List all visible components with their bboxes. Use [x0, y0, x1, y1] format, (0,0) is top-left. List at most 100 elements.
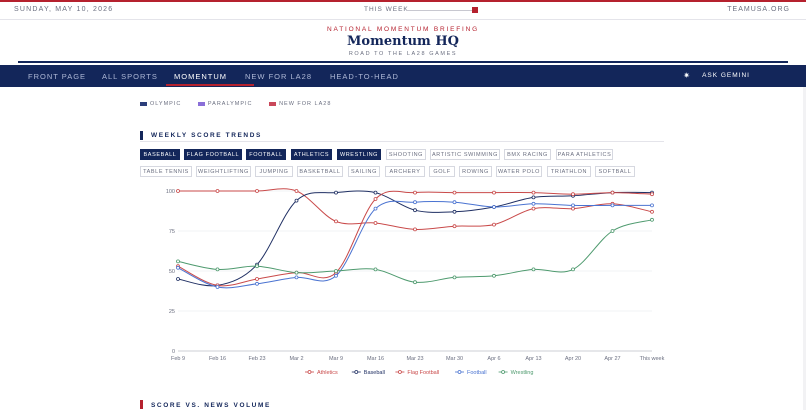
- data-point-athletics: [294, 189, 299, 193]
- chip-flag-football[interactable]: FLAG FOOTBALL: [184, 149, 242, 160]
- data-point-flag-football: [531, 190, 536, 195]
- x-tick-label: This week: [640, 356, 665, 362]
- legend-marker-wrestling: [501, 370, 506, 374]
- data-point-athletics: [492, 222, 496, 227]
- chip-baseball[interactable]: BASEBALL: [140, 149, 180, 160]
- section-title: WEEKLY SCORE TRENDS: [151, 132, 262, 139]
- chip-water-polo[interactable]: WATER POLO: [496, 166, 542, 177]
- data-point-flag-football: [413, 190, 417, 195]
- chip-archery[interactable]: ARCHERY: [385, 166, 425, 177]
- chip-triathlon[interactable]: TRIATHLON: [547, 166, 591, 177]
- chip-artistic-swimming[interactable]: ARTISTIC SWIMMING: [430, 149, 500, 160]
- data-point-wrestling: [255, 264, 259, 269]
- section-marker: [140, 131, 143, 140]
- paralympic-swatch: [197, 102, 205, 106]
- chip-softball[interactable]: SOFTBALL: [595, 166, 635, 177]
- x-tick-label: Apr 13: [525, 356, 541, 362]
- chip-sailing[interactable]: SAILING: [348, 166, 380, 177]
- data-point-athletics: [452, 224, 457, 229]
- data-point-flag-football: [373, 197, 378, 201]
- chip-basketball[interactable]: BASKETBALL: [297, 166, 343, 177]
- nav-front-page[interactable]: FRONT PAGE: [28, 72, 87, 81]
- chip-rowing[interactable]: ROWING: [459, 166, 492, 177]
- data-point-football: [531, 201, 536, 206]
- chip-bmx-racing[interactable]: BMX RACING: [504, 149, 551, 160]
- weekly-score-chart: 0 25 50 75 100 Feb 9 Feb 16 Feb 23 Mar 2 Mar 9 Mar…: [166, 188, 665, 376]
- y-tick-label: 75: [169, 229, 175, 235]
- data-point-flag-football: [571, 192, 575, 197]
- nav-all-sports[interactable]: ALL SPORTS: [102, 72, 158, 81]
- data-point-wrestling: [492, 273, 496, 278]
- masthead-kicker: NATIONAL MOMENTUM BRIEFING: [327, 26, 479, 33]
- chip-table-tennis[interactable]: TABLE TENNIS: [140, 166, 192, 177]
- data-point-wrestling: [650, 217, 654, 222]
- new-for-la28-swatch: [269, 102, 277, 106]
- ask-gemini-button[interactable]: ASK GEMINI: [702, 72, 750, 79]
- chip-para-athletics[interactable]: PARA ATHLETICS: [556, 149, 613, 160]
- data-point-wrestling: [452, 275, 457, 280]
- chip-golf[interactable]: GOLF: [429, 166, 455, 177]
- legend-marker-athletics: [307, 370, 312, 374]
- data-point-football: [492, 205, 496, 209]
- legend-label-football: Football: [467, 370, 487, 376]
- data-point-flag-football: [255, 277, 259, 281]
- data-point-football: [452, 200, 457, 205]
- data-point-athletics: [215, 189, 220, 193]
- data-point-wrestling: [294, 270, 299, 275]
- legend-label-flag-football: Flag Football: [407, 370, 439, 376]
- category-legend: OLYMPIC PARALYMPIC NEW FOR LA28: [140, 101, 345, 107]
- masthead-rule: [18, 61, 788, 63]
- x-tick-label: Feb 16: [209, 356, 226, 362]
- data-point-wrestling: [373, 267, 378, 272]
- data-point-wrestling: [176, 259, 180, 264]
- top-accent-line: [0, 0, 806, 2]
- week-slider-handle[interactable]: [472, 7, 478, 13]
- main-nav: FRONT PAGE ALL SPORTS MOMENTUM NEW FOR L…: [0, 65, 806, 87]
- data-point-athletics: [650, 209, 654, 214]
- legend-marker-baseball: [354, 370, 359, 374]
- y-tick-label: 100: [166, 189, 175, 195]
- data-point-flag-football: [610, 190, 615, 195]
- nav-momentum[interactable]: MOMENTUM: [174, 72, 227, 81]
- data-point-athletics: [255, 189, 259, 193]
- data-point-baseball: [176, 277, 180, 281]
- data-point-football: [215, 285, 220, 289]
- chip-athletics[interactable]: ATHLETICS: [291, 149, 332, 160]
- legend-olympic: OLYMPIC: [150, 101, 182, 107]
- site-link[interactable]: TEAMUSA.ORG: [727, 6, 790, 13]
- data-point-baseball: [452, 209, 457, 214]
- scrollbar[interactable]: [803, 87, 806, 410]
- chip-jumping[interactable]: JUMPING: [255, 166, 293, 177]
- data-point-athletics: [571, 206, 575, 211]
- data-point-football: [373, 206, 378, 211]
- data-point-football: [176, 265, 180, 270]
- chip-shooting[interactable]: SHOOTING: [386, 149, 426, 160]
- data-point-football: [413, 200, 417, 205]
- nav-new-for-la28[interactable]: NEW FOR LA28: [245, 72, 313, 81]
- data-point-athletics: [176, 189, 180, 193]
- week-slider-label: THIS WEEK: [364, 6, 409, 13]
- x-tick-label: Mar 16: [367, 356, 384, 362]
- week-slider-track[interactable]: [406, 10, 474, 11]
- x-tick-label: Mar 9: [329, 356, 343, 362]
- y-tick-label: 50: [169, 269, 175, 275]
- data-point-wrestling: [215, 267, 220, 272]
- legend-marker-flag-football: [397, 370, 402, 374]
- data-point-baseball: [373, 190, 378, 195]
- data-point-wrestling: [571, 267, 575, 272]
- legend-marker-football: [457, 370, 462, 374]
- masthead: NATIONAL MOMENTUM BRIEFING Momentum HQ R…: [0, 20, 806, 64]
- legend-label-baseball: Baseball: [364, 370, 385, 376]
- x-tick-label: Mar 30: [446, 356, 463, 362]
- data-point-wrestling: [610, 229, 615, 233]
- data-point-football: [571, 203, 575, 208]
- chip-football[interactable]: FOOTBALL: [246, 149, 286, 160]
- x-tick-label: Mar 2: [289, 356, 303, 362]
- date-label: SUNDAY, MAY 10, 2026: [14, 6, 114, 13]
- chip-weightlifting[interactable]: WEIGHTLIFTING: [196, 166, 251, 177]
- chip-wrestling[interactable]: WRESTLING: [337, 149, 381, 160]
- data-point-flag-football: [452, 190, 457, 195]
- nav-head-to-head[interactable]: HEAD-TO-HEAD: [330, 72, 399, 81]
- masthead-logo[interactable]: Momentum HQ: [347, 34, 459, 49]
- x-tick-label: Feb 9: [171, 356, 185, 362]
